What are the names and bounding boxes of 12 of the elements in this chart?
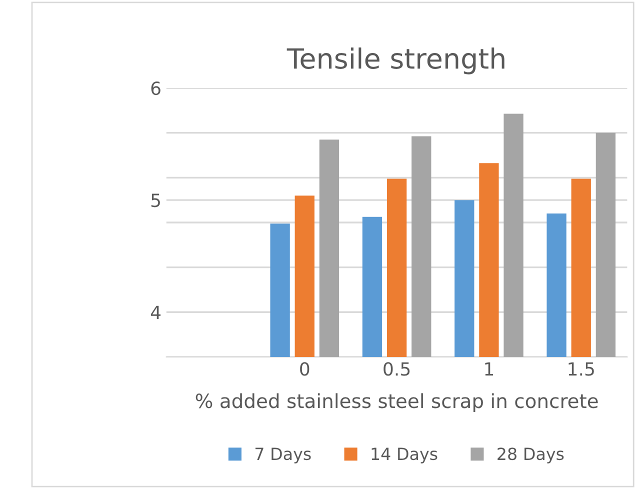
y-tick-label: 6 — [151, 81, 160, 96]
x-tick-label: 0 — [300, 362, 310, 376]
y-tick-label: 5 — [151, 194, 160, 208]
chart-title: Tensile strength — [286, 47, 504, 74]
x-tick-label: 1 — [485, 362, 494, 376]
x-tick-label: 0.5 — [384, 362, 410, 376]
legend-label: 7 Days — [255, 448, 311, 464]
x-tick-label: 1.5 — [568, 362, 594, 376]
legend-label: 28 Days — [498, 448, 564, 464]
y-tick-label: 4 — [150, 306, 161, 320]
x-axis-title: % added stainless steel scrap in concrete — [196, 393, 598, 412]
legend-label: 14 Days — [372, 448, 438, 464]
